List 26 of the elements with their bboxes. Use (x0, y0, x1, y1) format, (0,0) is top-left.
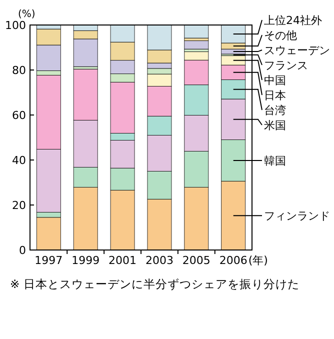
x-axis-title: (年) (248, 254, 268, 267)
y-tick-label: 60 (12, 108, 26, 122)
legend-label: その他 (264, 28, 297, 42)
y-tick-label: 40 (12, 154, 26, 167)
y-tick-label: 100 (5, 18, 26, 32)
legend-label: フィンランド (264, 209, 330, 222)
x-tick-label: 2003 (145, 254, 174, 267)
y-tick-label: 80 (12, 64, 26, 77)
legend-label: 上位24社外 (264, 14, 322, 27)
x-tick-label: 2005 (182, 254, 210, 267)
y-tick-label: 0 (19, 244, 26, 257)
x-tick-label: 1999 (72, 254, 100, 267)
legend-label: スウェーデン (264, 44, 330, 57)
text: ※ 日本とスウェーデンに半分ずつシェアを振り分けた (10, 277, 300, 291)
x-tick-label: 2006 (219, 254, 248, 267)
x-tick-label: 1997 (34, 254, 63, 267)
bar (184, 40, 209, 50)
series-label: 日本 (264, 88, 286, 102)
x-tick-label: 2001 (108, 254, 137, 267)
legend-label: 米国 (264, 118, 286, 132)
y-axis-title: (%) (18, 9, 36, 20)
series-label: 中国 (264, 74, 286, 87)
y-tick-label: 20 (12, 198, 26, 212)
legend-label: フランス (264, 58, 308, 72)
legend-label: 韓国 (264, 154, 286, 168)
series-label: 台湾 (264, 104, 286, 117)
